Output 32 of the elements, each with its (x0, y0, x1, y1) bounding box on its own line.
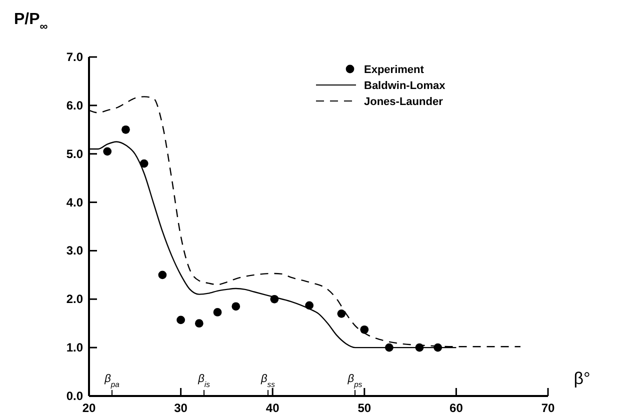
y-axis-title: P/P$_{∞}$ (14, 11, 48, 33)
y-tick-label: 1.0 (66, 340, 84, 355)
annotation: β$_{pa}$ (104, 373, 120, 388)
point (213, 308, 222, 316)
y-tick-label: 7.0 (66, 50, 84, 64)
x-tick-label: 70 (541, 401, 555, 415)
x-axis-title: β° (574, 369, 590, 388)
x-tick-label: 30 (174, 401, 188, 415)
x-tick-label: 50 (358, 401, 372, 415)
point (176, 316, 185, 324)
x-tick-label: 60 (450, 401, 464, 415)
point (122, 125, 130, 134)
point (158, 270, 167, 280)
x-tick-label: 40 (266, 401, 280, 415)
annotation: β$_{ss}$ (260, 373, 276, 388)
annotation: β$_{ps}$ (346, 373, 362, 388)
legend-label: Experiment (364, 64, 424, 76)
legend-label: Jones-Launder (364, 96, 444, 108)
point (337, 309, 346, 318)
point (103, 147, 112, 156)
y-tick-label: 3.0 (66, 244, 84, 258)
y-tick-label: 5.0 (66, 146, 84, 161)
y-tick-label: 2.0 (66, 292, 84, 306)
y-tick-label: 6.0 (66, 98, 84, 112)
y-tick-label: 0.0 (66, 389, 84, 403)
point (194, 319, 204, 328)
point (232, 302, 240, 311)
point (360, 325, 369, 334)
legend-label: Baldwin-Lomax (364, 80, 446, 92)
annotation: β$_{is}$ (197, 373, 210, 388)
x-tick-label: 20 (82, 401, 96, 415)
y-tick-label: 4.0 (66, 195, 84, 210)
